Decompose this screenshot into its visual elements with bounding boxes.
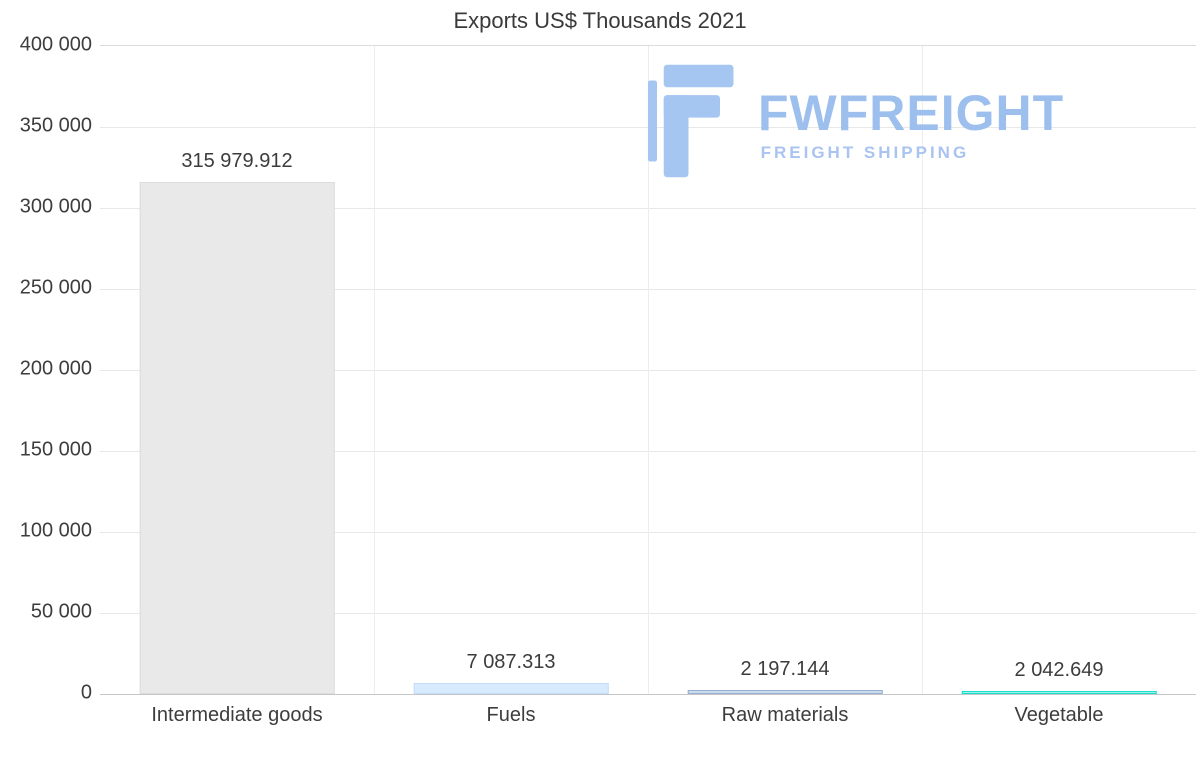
bar-intermediate-goods — [139, 182, 335, 694]
x-category-label: Fuels — [486, 704, 536, 726]
bar-raw-materials — [687, 690, 883, 694]
v-gridline — [374, 46, 375, 694]
bar-value-label: 315 979.912 — [181, 150, 293, 173]
v-gridline — [648, 46, 649, 694]
logo-name: FWFREIGHT — [758, 85, 1065, 141]
y-tick-label: 0 — [80, 681, 92, 704]
y-tick-label: 100 000 — [19, 519, 92, 542]
y-tick-label: 250 000 — [19, 276, 92, 299]
chart-title: Exports US$ Thousands 2021 — [453, 8, 747, 33]
bar-band: 315 979.912 — [100, 46, 374, 694]
y-axis: 0 50 000 100 000 150 000 200 000 250 000 300 0… — [0, 34, 92, 704]
bar-fuels — [413, 682, 609, 694]
x-axis: Intermediate goods Fuels Raw materials Vege… — [100, 704, 1196, 736]
bar-band: 7 087.313 — [374, 46, 648, 694]
y-tick-label: 300 000 — [19, 195, 92, 218]
bar-value-label: 2 042.649 — [1014, 658, 1104, 681]
v-gridline — [922, 46, 923, 694]
bar-band: 2 197.144 — [648, 46, 922, 694]
logo: FWFREIGHT FREIGHT SHIPPING — [648, 64, 1064, 183]
bar-value-label: 2 197.144 — [740, 658, 830, 681]
bar-band: 2 042.649 — [922, 46, 1196, 694]
x-category-label: Raw materials — [721, 704, 849, 726]
fwfreight-logo-icon — [648, 64, 738, 183]
x-category-label: Vegetable — [1014, 704, 1104, 726]
logo-text: FWFREIGHT FREIGHT SHIPPING — [758, 86, 1064, 163]
y-tick-label: 150 000 — [19, 438, 92, 461]
bar-vegetable — [961, 690, 1157, 694]
y-tick-label: 200 000 — [19, 357, 92, 380]
y-tick-label: 400 000 — [19, 33, 92, 56]
y-tick-label: 50 000 — [30, 600, 92, 623]
x-category-label: Intermediate goods — [151, 704, 323, 726]
y-tick-label: 350 000 — [19, 114, 92, 137]
bar-value-label: 7 087.313 — [466, 650, 556, 673]
plot-area: 315 979.912 7 087.313 2 197.144 2 042.649 — [100, 45, 1196, 695]
logo-tagline: FREIGHT SHIPPING — [760, 143, 970, 162]
